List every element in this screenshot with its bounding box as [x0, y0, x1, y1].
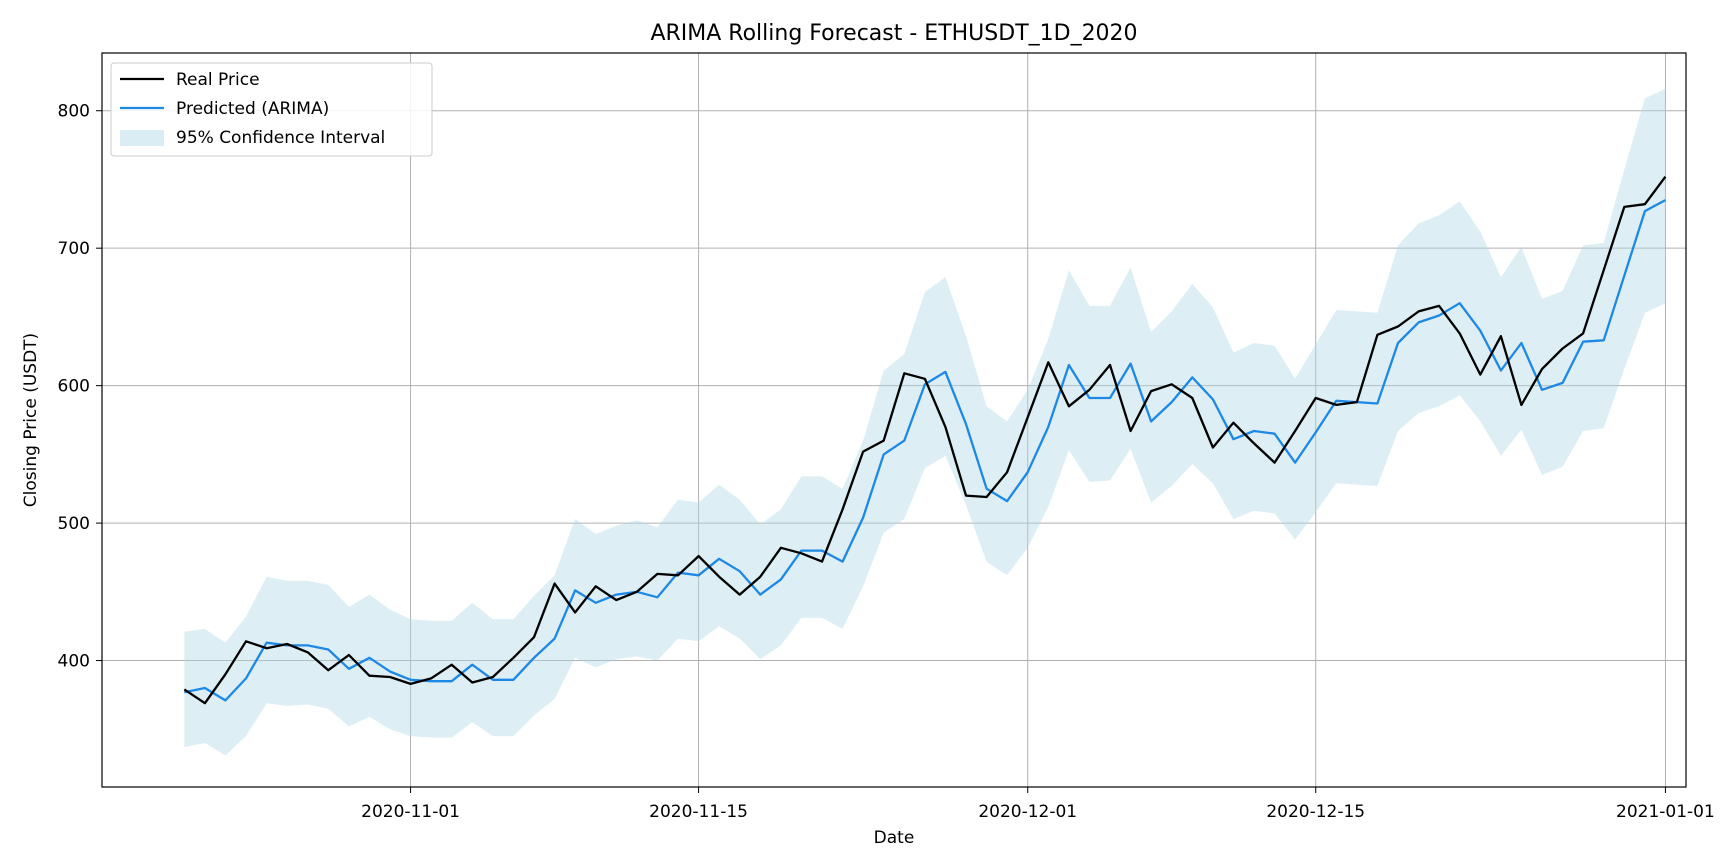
legend-label-real: Real Price: [176, 70, 260, 90]
legend-box: [110, 62, 433, 157]
legend-label-ci: 95% Confidence Interval: [176, 128, 385, 148]
confidence-interval-area: [184, 88, 1666, 756]
x-tick-label: 2020-12-15: [1266, 802, 1365, 822]
x-axis-ticks: 2020-11-01 2020-11-15 2020-12-01 2020-12-15…: [361, 787, 1715, 822]
x-tick-label: 2020-12-01: [978, 802, 1077, 822]
predicted-price-line: [184, 199, 1666, 702]
y-tick-label: 700: [58, 239, 90, 259]
x-tick-label: 2020-11-15: [649, 802, 748, 822]
chart-title: ARIMA Rolling Forecast - ETHUSDT_1D_2020: [650, 21, 1137, 46]
y-axis-label: Closing Price (USDT): [21, 333, 41, 507]
y-tick-label: 400: [58, 652, 90, 672]
x-tick-label: 2021-01-01: [1616, 802, 1715, 822]
series-lines: [183, 176, 1667, 705]
y-tick-label: 800: [58, 102, 90, 122]
real-price-line: [183, 176, 1667, 705]
y-tick-label: 600: [58, 377, 90, 397]
x-axis-label: Date: [874, 828, 915, 848]
y-tick-label: 500: [58, 514, 90, 534]
confidence-interval-band: [184, 88, 1666, 756]
legend: Real Price Predicted (ARIMA) 95% Confide…: [110, 62, 433, 157]
x-tick-label: 2020-11-01: [361, 802, 460, 822]
plot-frame: [101, 52, 1687, 788]
y-axis-ticks: 400 500 600 700 800: [58, 102, 102, 672]
legend-swatch-ci: [120, 130, 164, 146]
legend-label-predicted: Predicted (ARIMA): [176, 99, 329, 119]
